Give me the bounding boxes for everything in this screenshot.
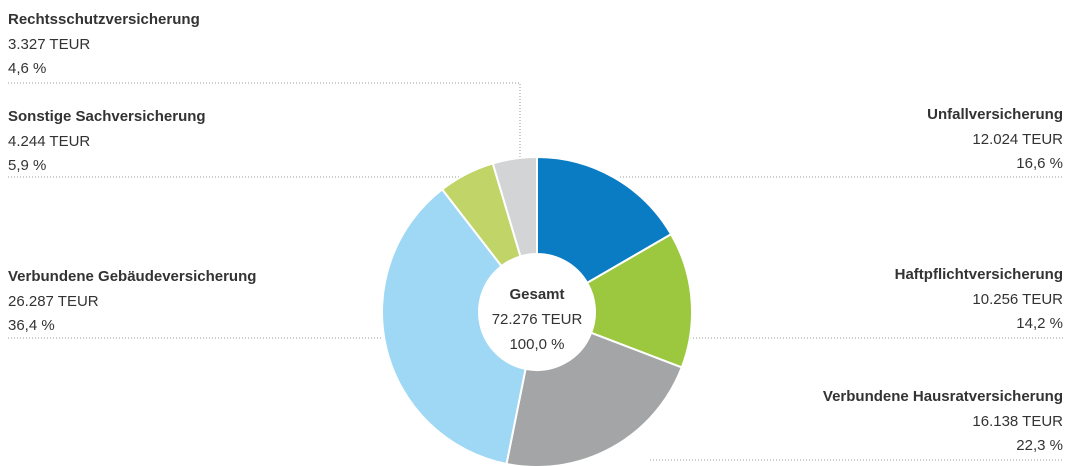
percentage-label: 4,6 % — [8, 60, 46, 77]
value-label: 16.138 TEUR — [972, 413, 1063, 430]
category-label: Unfallversicherung — [927, 106, 1063, 123]
category-label: Verbundene Hausratversicherung — [823, 388, 1063, 405]
value-label: 12.024 TEUR — [972, 131, 1063, 148]
category-label: Rechtsschutzversicherung — [8, 11, 200, 28]
value-label: 10.256 TEUR — [972, 291, 1063, 308]
donut-hole — [479, 254, 595, 370]
center-percentage: 100,0 % — [509, 336, 564, 353]
percentage-label: 16,6 % — [1016, 155, 1063, 172]
percentage-label: 5,9 % — [8, 157, 46, 174]
category-label: Verbundene Gebäudeversicherung — [8, 268, 256, 285]
category-label: Sonstige Sachversicherung — [8, 108, 206, 125]
center-title: Gesamt — [509, 286, 564, 303]
percentage-label: 36,4 % — [8, 317, 55, 334]
value-label: 3.327 TEUR — [8, 36, 90, 53]
leader-line — [8, 82, 521, 162]
value-label: 26.287 TEUR — [8, 293, 99, 310]
value-label: 4.244 TEUR — [8, 133, 90, 150]
category-label: Haftpflichtversicherung — [895, 266, 1063, 283]
center-total: 72.276 TEUR — [492, 311, 583, 328]
percentage-label: 22,3 % — [1016, 437, 1063, 454]
percentage-label: 14,2 % — [1016, 315, 1063, 332]
